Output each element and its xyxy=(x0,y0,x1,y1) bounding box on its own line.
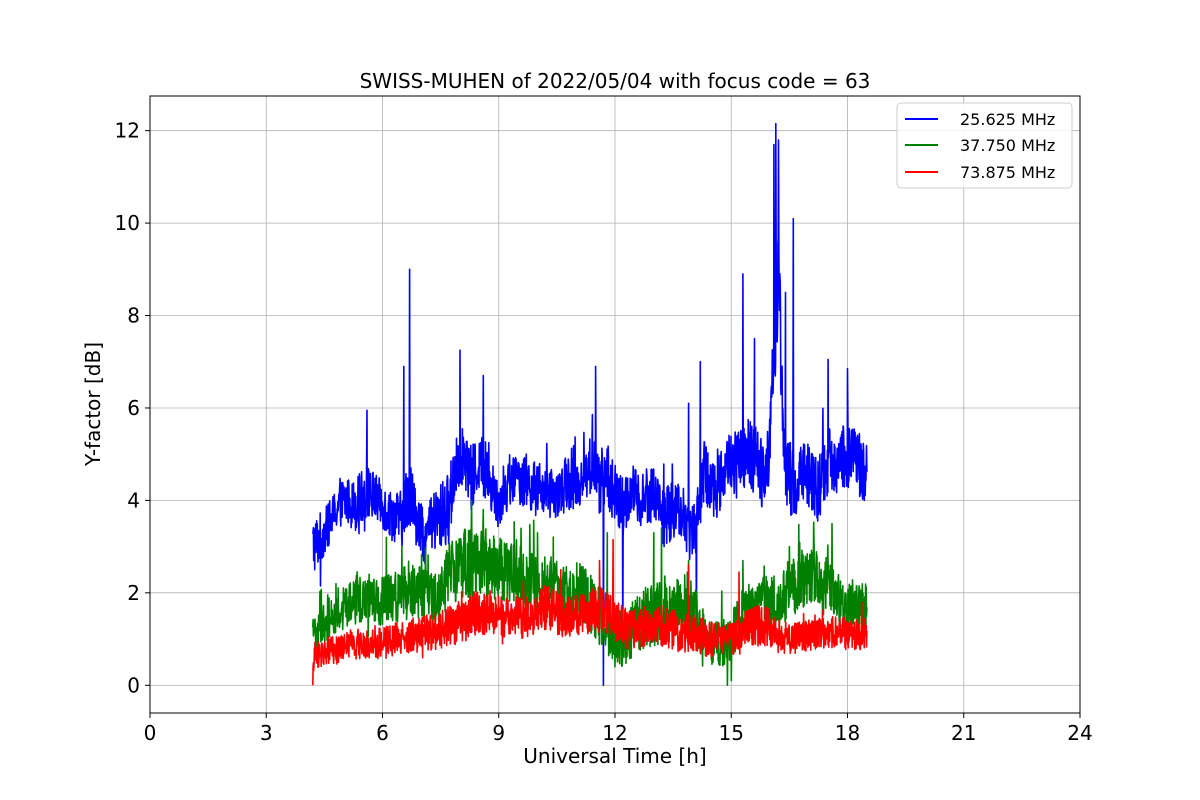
x-axis-ticks: 0 3 6 9 12 15 18 21 24 xyxy=(144,713,1093,745)
y-tick-label: 12 xyxy=(115,119,140,143)
legend-label-37750: 37.750 MHz xyxy=(960,136,1055,155)
series-line-25-625-mhz xyxy=(312,122,868,687)
y-axis-label: Y-factor [dB] xyxy=(81,342,105,467)
y-tick-label: 8 xyxy=(127,304,140,328)
y-tick-label: 6 xyxy=(127,396,140,420)
x-tick-label: 9 xyxy=(492,721,505,745)
legend-box xyxy=(896,102,1073,189)
y-tick-label: 0 xyxy=(127,673,140,697)
chart-title: SWISS-MUHEN of 2022/05/04 with focus cod… xyxy=(360,69,871,93)
x-axis-label: Universal Time [h] xyxy=(523,744,706,768)
plot-area-series xyxy=(312,122,868,687)
y-tick-label: 2 xyxy=(127,581,140,605)
y-tick-label: 4 xyxy=(127,488,140,512)
x-tick-label: 15 xyxy=(719,721,744,745)
legend-label-73875: 73.875 MHz xyxy=(960,163,1055,182)
x-tick-label: 12 xyxy=(602,721,627,745)
x-tick-label: 6 xyxy=(376,721,389,745)
x-tick-label: 3 xyxy=(260,721,273,745)
x-tick-label: 0 xyxy=(144,721,157,745)
x-tick-label: 18 xyxy=(835,721,860,745)
x-tick-label: 24 xyxy=(1067,721,1092,745)
legend-label-25625: 25.625 MHz xyxy=(960,110,1055,129)
y-axis-ticks: 0 2 4 6 8 10 12 xyxy=(115,119,150,697)
x-tick-label: 21 xyxy=(951,721,976,745)
legend: 25.625 MHz 37.750 MHz 73.875 MHz xyxy=(896,102,1073,189)
series-line-73-875-mhz xyxy=(312,538,868,686)
y-tick-label: 10 xyxy=(115,211,140,235)
